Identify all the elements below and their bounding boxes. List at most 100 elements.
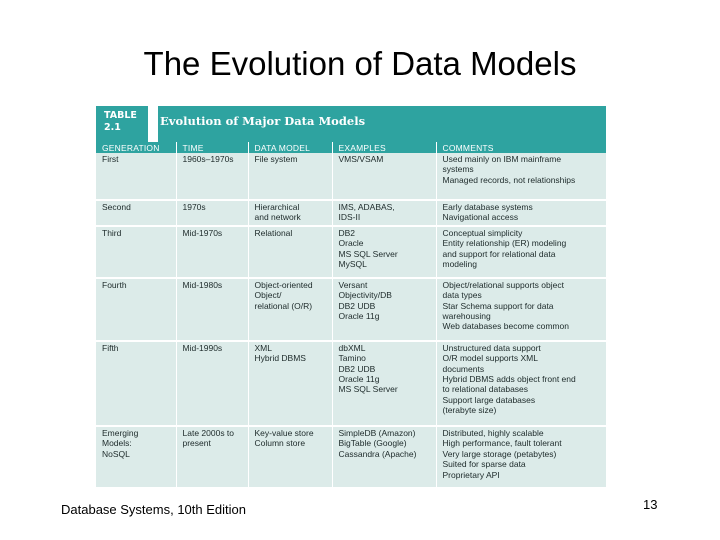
cell-line: O/R model supports XML (442, 353, 538, 364)
table-body: First 1960s–1970s File system VMS/VSAM Used … (96, 153, 606, 489)
cell-line: File system (254, 154, 298, 164)
table-cell-time: Late 2000s to present (176, 426, 249, 489)
cell-line: DB2 UDB (338, 363, 376, 374)
cell-line: data types (442, 290, 482, 301)
table-cell-examples: DB2 Oracle MS SQL Server MySQL (332, 226, 437, 279)
table-cell-generation: Fifth (96, 340, 177, 428)
cell-line: Relational (254, 228, 293, 239)
table-caption: Evolution of Major Data Models (160, 114, 366, 128)
cell-line: documents (442, 363, 485, 374)
table-cell-examples: Versant Objectivity/DB DB2 UDB Oracle 11g (332, 277, 437, 342)
table-cell-comments: Unstructured data support O/R model suppo… (436, 340, 606, 428)
cell-line: Mid-1980s (182, 279, 223, 290)
cell-line: and network (254, 212, 301, 223)
cell-line: DB2 UDB (338, 300, 376, 311)
cell-line: Hybrid DBMS adds object front end (442, 374, 576, 384)
column-header-examples: EXAMPLES (332, 142, 437, 153)
table-cell-model: Object-oriented Object/relational (O/R) (248, 277, 333, 342)
table-cell-generation: Fourth (96, 277, 177, 342)
cell-line: to relational databases (442, 384, 529, 395)
cell-line: IMS, ADABAS, (338, 201, 395, 212)
cell-line: Mid-1970s (182, 228, 223, 239)
table-cell-model: File system (248, 153, 333, 201)
table-cell-generation: Emerging Models: NoSQL (96, 426, 177, 489)
table-cell-model: Relational (248, 226, 333, 279)
cell-line: Late 2000s to (182, 428, 235, 439)
table-cell-examples: IMS, ADABAS, IDS-II (332, 199, 437, 228)
table-header-band: TABLE 2.1 Evolution of Major Data Models (96, 106, 606, 142)
cell-line: Hybrid DBMS (254, 353, 306, 364)
table-cell-comments: Object/relational supports object data ty… (436, 277, 606, 342)
cell-line: VMS/VSAM (338, 154, 384, 164)
cell-line: systems (442, 164, 474, 175)
cell-line: Fourth (102, 279, 127, 290)
table-cell-time: Mid-1970s (176, 226, 249, 279)
cell-line: Oracle 11g (338, 311, 380, 322)
table-row: Fourth Mid-1980s Object-oriented Object/rel… (96, 277, 606, 342)
cell-line: First (102, 154, 119, 164)
table-cell-model: Key-value store Column store (248, 426, 333, 489)
table-number: TABLE 2.1 (104, 110, 150, 134)
cell-line: BigTable (Google) (338, 438, 407, 449)
footer-edition: Database Systems, 10th Edition (61, 502, 246, 517)
cell-line: Tamino (338, 353, 366, 364)
table-cell-time: 1970s (176, 199, 249, 228)
cell-line: warehousing (442, 311, 491, 322)
cell-line: Mid-1990s (182, 342, 223, 353)
cell-line: MySQL (338, 259, 367, 270)
cell-line: Star Schema support for data (442, 300, 554, 311)
table-cell-examples: SimpleDB (Amazon) BigTable (Google) Cassan… (332, 426, 437, 489)
cell-line: 1960s–1970s (182, 154, 234, 164)
cell-line: Distributed, highly scalable (442, 428, 544, 439)
cell-line: High performance, fault tolerant (442, 438, 562, 449)
cell-line: Oracle (338, 238, 364, 249)
cell-line: dbXML (338, 342, 366, 353)
table-cell-generation: First (96, 153, 177, 201)
cell-line: Models: (102, 438, 132, 449)
column-header-generation: GENERATION (96, 142, 177, 153)
cell-line: Cassandra (Apache) (338, 448, 417, 459)
cell-line: Managed records, not relationships (442, 174, 576, 185)
cell-line: modeling (442, 259, 478, 270)
table-row: Fifth Mid-1990s XML Hybrid DBMS dbXML Tamino D… (96, 340, 606, 428)
cell-line: Object-oriented (254, 279, 313, 290)
table-cell-generation: Third (96, 226, 177, 279)
cell-line: and support for relational data (442, 248, 556, 259)
table-number-label: TABLE (104, 110, 137, 121)
cell-line: Object/ (254, 290, 282, 301)
table-cell-time: Mid-1980s (176, 277, 249, 342)
table-header-divider (148, 106, 158, 142)
table-row: Emerging Models: NoSQL Late 2000s to present… (96, 426, 606, 489)
cell-line: present (182, 438, 211, 449)
cell-line: XML (254, 342, 272, 353)
cell-line: relational (O/R) (254, 300, 313, 311)
data-models-table: TABLE 2.1 Evolution of Major Data Models… (96, 106, 606, 489)
cell-line: Early database systems (442, 201, 533, 212)
cell-line: Very large storage (petabytes) (442, 448, 557, 459)
cell-line: MS SQL Server (338, 248, 398, 259)
cell-line: Used mainly on IBM mainframe (442, 154, 562, 164)
table-cell-examples: VMS/VSAM (332, 153, 437, 201)
cell-line: MS SQL Server (338, 384, 398, 395)
cell-line: Proprietary API (442, 469, 500, 480)
table-cell-time: 1960s–1970s (176, 153, 249, 201)
table-cell-comments: Used mainly on IBM mainframe systems Manag… (436, 153, 606, 201)
table-cell-comments: Distributed, highly scalable High perform… (436, 426, 606, 489)
column-header-data-model: DATA MODEL (248, 142, 333, 153)
cell-line: Web databases become common (442, 321, 569, 332)
table-grid: GENERATION TIME DATA MODEL EXAMPLES COMM… (96, 142, 606, 489)
cell-line: SimpleDB (Amazon) (338, 428, 416, 439)
cell-line: Object/relational supports object (442, 279, 564, 290)
slide-number: 13 (643, 497, 658, 512)
cell-line: Hierarchical (254, 201, 300, 212)
table-row: Third Mid-1970s Relational DB2 Oracle MS SQL … (96, 226, 606, 279)
cell-line: DB2 (338, 228, 356, 239)
cell-line: Oracle 11g (338, 374, 380, 384)
slide-title: The Evolution of Data Models (143, 45, 577, 82)
table-cell-examples: dbXML Tamino DB2 UDB Oracle 11g MS SQL Serve… (332, 340, 437, 428)
table-cell-generation: Second (96, 199, 177, 228)
table-cell-model: XML Hybrid DBMS (248, 340, 333, 428)
column-header-row: GENERATION TIME DATA MODEL EXAMPLES COMM… (96, 142, 606, 153)
cell-line: Entity relationship (ER) modeling (442, 238, 567, 249)
table-cell-time: Mid-1990s (176, 340, 249, 428)
